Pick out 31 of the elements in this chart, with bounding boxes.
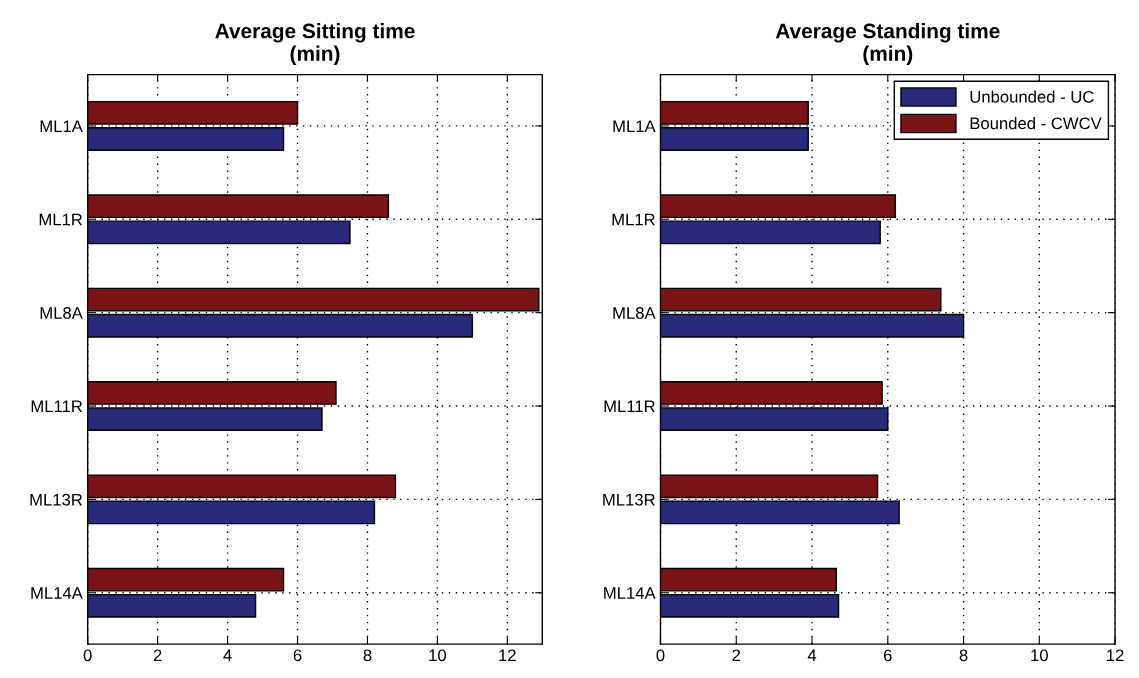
- x-tick-label: 0: [83, 649, 92, 662]
- y-tick-label: ML11R: [31, 400, 83, 413]
- y-tick-label: ML8A: [613, 307, 656, 319]
- chart-title: Average Standing time (min): [775, 23, 1000, 66]
- x-tick-label: 12: [1107, 649, 1124, 662]
- legend-label: Bounded - CWCV: [970, 117, 1102, 130]
- x-tick-label: 12: [499, 649, 516, 662]
- x-tick-label: 4: [807, 649, 817, 662]
- x-tick-label: 8: [363, 649, 372, 662]
- y-tick-label: ML13R: [30, 493, 83, 506]
- y-tick-label: ML8A: [40, 307, 83, 319]
- y-tick-label: ML14A: [604, 587, 656, 599]
- x-tick-label: 6: [293, 649, 302, 662]
- x-tick-label: 4: [223, 649, 232, 662]
- x-tick-label: 10: [429, 649, 447, 662]
- y-tick-label: ML1A: [613, 120, 656, 132]
- y-tick-label: ML1R: [39, 213, 83, 226]
- legend-label: Unbounded - UC: [970, 90, 1094, 103]
- x-tick-label: 2: [153, 649, 162, 662]
- y-tick-label: ML1R: [612, 213, 655, 226]
- y-tick-label: ML14A: [31, 587, 83, 599]
- x-tick-label: 6: [884, 649, 892, 662]
- chart-title: Average Sitting time (min): [215, 23, 415, 66]
- x-tick-label: 0: [656, 649, 665, 662]
- x-tick-label: 8: [959, 649, 968, 662]
- y-tick-label: ML1A: [40, 120, 83, 132]
- bar: [87, 287, 540, 312]
- x-tick-label: 2: [732, 649, 741, 662]
- x-tick-label: 10: [1031, 649, 1048, 662]
- y-tick-label: ML11R: [604, 400, 655, 413]
- y-tick-label: ML13R: [603, 493, 655, 506]
